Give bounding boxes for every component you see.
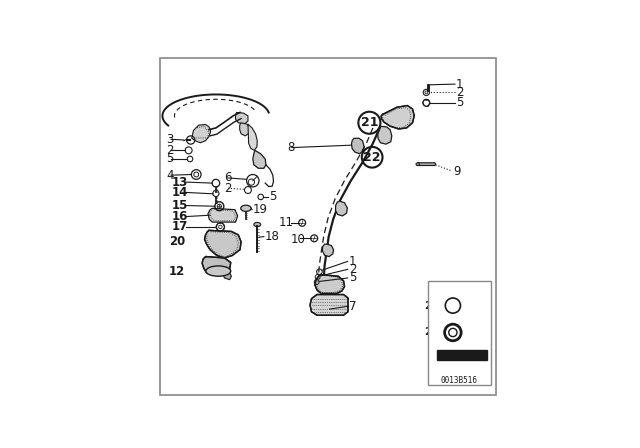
Ellipse shape bbox=[416, 163, 419, 165]
Text: 18: 18 bbox=[264, 230, 280, 243]
Text: 22: 22 bbox=[424, 327, 438, 337]
Polygon shape bbox=[205, 230, 241, 258]
Text: 12: 12 bbox=[168, 265, 185, 278]
Text: 5: 5 bbox=[456, 96, 463, 109]
Polygon shape bbox=[381, 106, 414, 129]
Text: 21: 21 bbox=[361, 116, 378, 129]
Text: 5: 5 bbox=[349, 271, 356, 284]
Text: 3: 3 bbox=[166, 133, 174, 146]
Text: 13: 13 bbox=[172, 176, 188, 189]
Text: 5: 5 bbox=[166, 152, 174, 165]
Text: 15: 15 bbox=[172, 199, 188, 212]
Polygon shape bbox=[351, 138, 364, 154]
Text: 6: 6 bbox=[224, 172, 231, 185]
Text: 2: 2 bbox=[349, 263, 356, 276]
Text: 16: 16 bbox=[172, 210, 188, 223]
Text: 19: 19 bbox=[253, 203, 268, 216]
Polygon shape bbox=[240, 123, 250, 136]
FancyBboxPatch shape bbox=[159, 58, 497, 395]
Ellipse shape bbox=[206, 266, 231, 276]
Text: 2: 2 bbox=[224, 182, 231, 195]
Text: 9: 9 bbox=[453, 164, 460, 177]
Polygon shape bbox=[248, 124, 257, 151]
Polygon shape bbox=[436, 350, 486, 360]
Text: 14: 14 bbox=[172, 186, 188, 199]
FancyBboxPatch shape bbox=[214, 211, 224, 219]
Polygon shape bbox=[310, 294, 348, 315]
Text: 8: 8 bbox=[287, 141, 294, 154]
Polygon shape bbox=[202, 257, 231, 274]
Polygon shape bbox=[335, 201, 348, 216]
Text: 1: 1 bbox=[349, 255, 356, 268]
Polygon shape bbox=[315, 275, 344, 293]
Text: 1: 1 bbox=[456, 78, 463, 90]
Text: 7: 7 bbox=[349, 300, 357, 313]
Text: 0013B516: 0013B516 bbox=[441, 376, 478, 385]
Ellipse shape bbox=[241, 205, 251, 211]
Polygon shape bbox=[236, 112, 248, 124]
FancyBboxPatch shape bbox=[428, 281, 491, 385]
Polygon shape bbox=[192, 125, 211, 143]
Polygon shape bbox=[323, 244, 333, 257]
Text: 2: 2 bbox=[456, 86, 463, 99]
Polygon shape bbox=[253, 151, 266, 168]
Text: 5: 5 bbox=[269, 190, 276, 203]
Text: 2: 2 bbox=[166, 144, 174, 157]
Text: 11: 11 bbox=[279, 216, 294, 229]
Polygon shape bbox=[378, 126, 392, 144]
Polygon shape bbox=[223, 271, 232, 280]
Ellipse shape bbox=[254, 223, 260, 227]
Text: 10: 10 bbox=[291, 233, 306, 246]
FancyBboxPatch shape bbox=[225, 211, 232, 219]
Text: 4: 4 bbox=[166, 169, 174, 182]
Polygon shape bbox=[208, 208, 237, 222]
Text: 21: 21 bbox=[424, 301, 438, 310]
Text: 20: 20 bbox=[168, 235, 185, 248]
Text: 17: 17 bbox=[172, 220, 188, 233]
Text: 22: 22 bbox=[364, 151, 381, 164]
Polygon shape bbox=[417, 163, 436, 165]
